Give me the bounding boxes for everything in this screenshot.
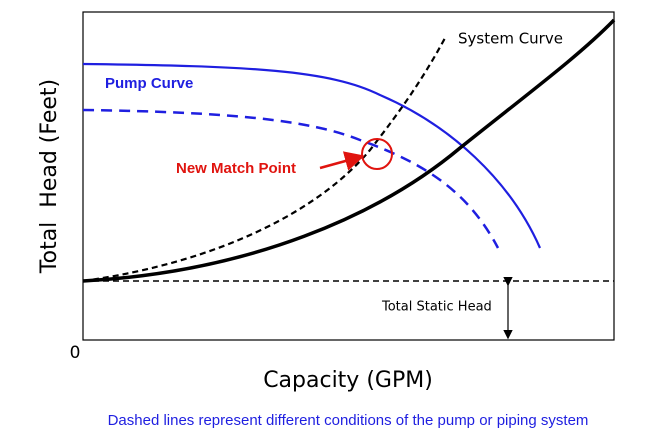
match-point-label: New Match Point [176,160,296,177]
caption: Dashed lines represent different conditi… [108,412,589,429]
pump-curve [82,62,542,249]
plot-frame [82,11,615,341]
match-point-circle [361,138,393,170]
pump-curve-dashed [82,108,500,249]
origin-label: 0 [70,343,81,363]
static-head-label: Total Static Head [381,300,492,315]
system-curve-label: System Curve [458,30,563,48]
pump-curve-label: Pump Curve [105,75,193,92]
system-curve [82,18,616,283]
x-axis-label: Capacity (GPM) [263,368,433,393]
match-point-arrow [319,151,365,171]
y-axis-label: Total Head (Feet) [37,79,62,274]
